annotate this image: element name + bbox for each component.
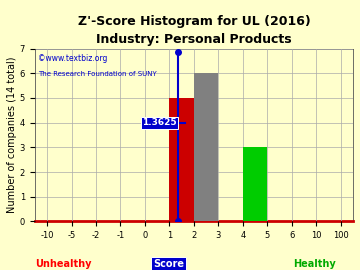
Title: Z'-Score Histogram for UL (2016)
Industry: Personal Products: Z'-Score Histogram for UL (2016) Industr… <box>77 15 310 46</box>
Text: ©www.textbiz.org: ©www.textbiz.org <box>38 54 107 63</box>
Text: Score: Score <box>153 259 184 269</box>
Bar <box>243 147 267 221</box>
Text: The Research Foundation of SUNY: The Research Foundation of SUNY <box>38 71 157 77</box>
Text: Unhealthy: Unhealthy <box>35 259 91 269</box>
Text: 1.3625: 1.3625 <box>143 118 177 127</box>
Text: Healthy: Healthy <box>293 259 336 269</box>
Bar <box>170 98 194 221</box>
Y-axis label: Number of companies (14 total): Number of companies (14 total) <box>7 57 17 213</box>
Bar <box>194 73 219 221</box>
